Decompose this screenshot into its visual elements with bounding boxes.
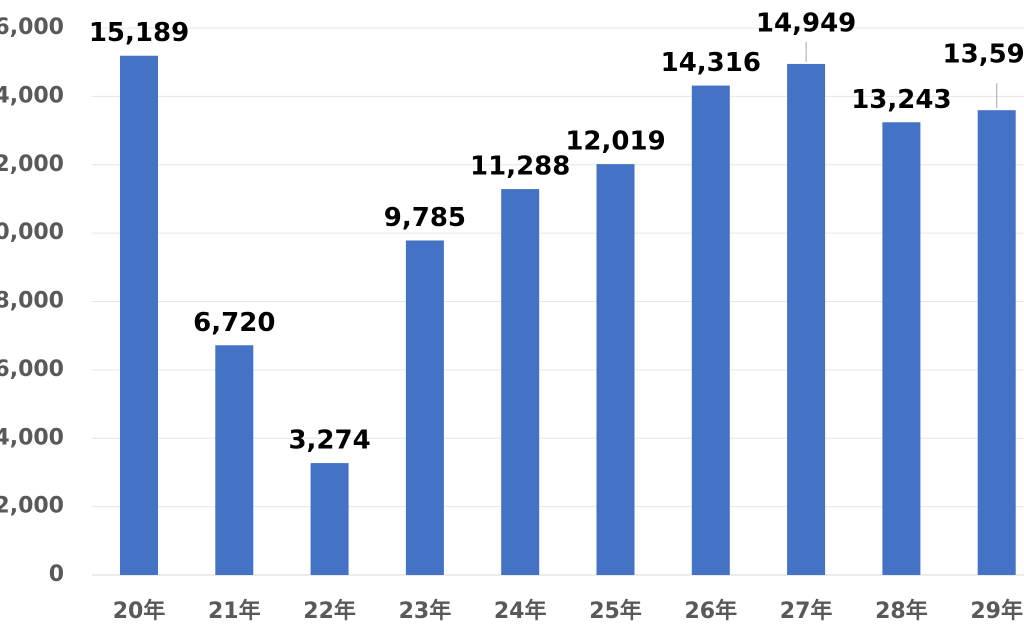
bar <box>596 164 635 575</box>
bar <box>405 240 444 575</box>
bar <box>501 189 540 576</box>
x-tick-label: 24年 <box>494 598 547 624</box>
bar <box>977 110 1016 575</box>
x-tick-label: 21年 <box>208 598 261 624</box>
bar <box>691 85 730 575</box>
data-label: 3,274 <box>288 426 370 456</box>
y-tick-label: 12,000 <box>0 152 64 177</box>
y-tick-label: 14,000 <box>0 83 64 108</box>
y-tick-label: 4,000 <box>0 425 64 450</box>
y-tick-label: 16,000 <box>0 15 64 40</box>
data-label: 15,189 <box>89 18 189 48</box>
x-tick-label: 23年 <box>399 598 452 624</box>
data-label: 12,019 <box>565 127 665 157</box>
x-tick-label: 28年 <box>875 598 928 624</box>
y-tick-label: 2,000 <box>0 494 64 519</box>
data-label: 13,596 <box>943 40 1024 70</box>
x-tick-label: 22年 <box>303 598 356 624</box>
data-label: 14,316 <box>661 48 761 78</box>
y-tick-label: 10,000 <box>0 220 64 245</box>
x-tick-label: 20年 <box>113 598 166 624</box>
x-tick-label: 26年 <box>684 598 737 624</box>
data-label: 6,720 <box>193 308 275 338</box>
data-label: 13,243 <box>851 85 951 115</box>
data-label: 9,785 <box>384 203 466 233</box>
x-tick-label: 29年 <box>970 598 1023 624</box>
y-tick-label: 0 <box>49 562 64 587</box>
x-tick-label: 27年 <box>780 598 833 624</box>
bar <box>120 55 158 575</box>
bar <box>310 463 349 575</box>
x-tick-label: 25年 <box>589 598 642 624</box>
data-label: 14,949 <box>756 8 856 38</box>
y-tick-label: 8,000 <box>0 289 64 314</box>
y-tick-label: 6,000 <box>0 357 64 382</box>
data-label: 11,288 <box>470 152 570 182</box>
bar <box>787 63 826 575</box>
bar <box>882 122 921 575</box>
bar <box>215 345 254 575</box>
